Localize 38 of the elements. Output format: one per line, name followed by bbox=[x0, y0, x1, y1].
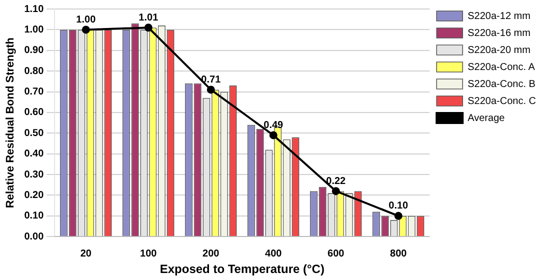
data-label: 1.01 bbox=[138, 12, 159, 24]
x-tick-label: 400 bbox=[265, 248, 282, 260]
y-tick-label: 0.70 bbox=[24, 86, 44, 98]
legend-label: S220a-Conc. C bbox=[468, 96, 536, 107]
x-axis-title: Exposed to Temperature (°C) bbox=[160, 262, 324, 276]
y-tick-label: 0.10 bbox=[24, 210, 44, 222]
point bbox=[82, 26, 90, 34]
point bbox=[206, 86, 215, 94]
point bbox=[144, 24, 152, 32]
legend-label: S220a-Conc. A bbox=[468, 62, 536, 73]
data-label: 0.10 bbox=[388, 200, 409, 212]
legend-label: Average bbox=[468, 112, 506, 124]
y-tick-label: 1.00 bbox=[24, 24, 44, 36]
y-tick-label: 0.50 bbox=[24, 128, 44, 139]
point bbox=[332, 187, 340, 196]
x-tick-label: 20 bbox=[80, 248, 92, 260]
x-tick-label: 100 bbox=[140, 248, 158, 260]
x-tick-label: 600 bbox=[328, 248, 345, 260]
data-label: 0.49 bbox=[264, 120, 284, 131]
y-tick-label: 0.20 bbox=[24, 190, 44, 201]
y-tick-label: 1.10 bbox=[24, 4, 44, 15]
point bbox=[269, 131, 278, 140]
y-tick-label: 0.90 bbox=[24, 45, 44, 56]
y-axis-title: Relative Residual Bond Strength bbox=[4, 37, 17, 208]
y-tick-label: 0.30 bbox=[24, 169, 44, 180]
x-tick-label: 800 bbox=[390, 248, 408, 260]
legend-label: S220a-20 mm bbox=[468, 44, 530, 56]
y-tick-label: 0.40 bbox=[24, 148, 44, 160]
legend-label: S220a-Conc. B bbox=[468, 78, 536, 90]
y-tick-label: 0.80 bbox=[24, 66, 44, 77]
data-label: 0.22 bbox=[326, 176, 346, 187]
y-tick-label: 0.60 bbox=[24, 107, 44, 118]
data-label: 1.00 bbox=[76, 14, 96, 26]
y-tick-label: 0.00 bbox=[24, 231, 44, 242]
point bbox=[394, 212, 402, 220]
legend-label: S220a-12 mm bbox=[468, 10, 530, 22]
legend-label: S220a-16 mm bbox=[468, 28, 530, 39]
x-tick-label: 200 bbox=[202, 248, 220, 260]
